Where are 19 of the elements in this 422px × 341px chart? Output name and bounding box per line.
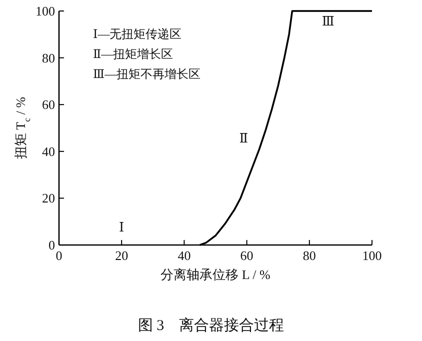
y-tick-label: 20: [42, 190, 55, 206]
annotation: Ⅱ—扭矩增长区: [93, 47, 174, 61]
x-tick-label: 100: [362, 248, 382, 263]
annotation: Ⅰ: [119, 219, 124, 234]
y-tick-label: 100: [36, 4, 55, 18]
annotation: Ⅲ: [322, 13, 334, 28]
y-tick-label: 60: [42, 97, 55, 112]
annotation: Ⅰ—无扭矩传递区: [93, 27, 182, 41]
text: 图 3 离合器接合过程: [138, 317, 284, 334]
x-tick-label: 20: [115, 248, 128, 263]
x-axis-title: 分离轴承位移 L / %: [160, 267, 270, 282]
y-tick-label: 40: [42, 144, 55, 159]
annotation: Ⅲ—扭矩不再增长区: [93, 67, 201, 81]
y-tick-label: 80: [42, 50, 55, 66]
annotation: Ⅱ: [239, 130, 248, 146]
x-tick-label: 80: [302, 248, 316, 263]
x-tick-label: 40: [178, 248, 191, 263]
x-tick-label: 60: [240, 248, 254, 263]
y-tick-label: 0: [48, 238, 55, 252]
